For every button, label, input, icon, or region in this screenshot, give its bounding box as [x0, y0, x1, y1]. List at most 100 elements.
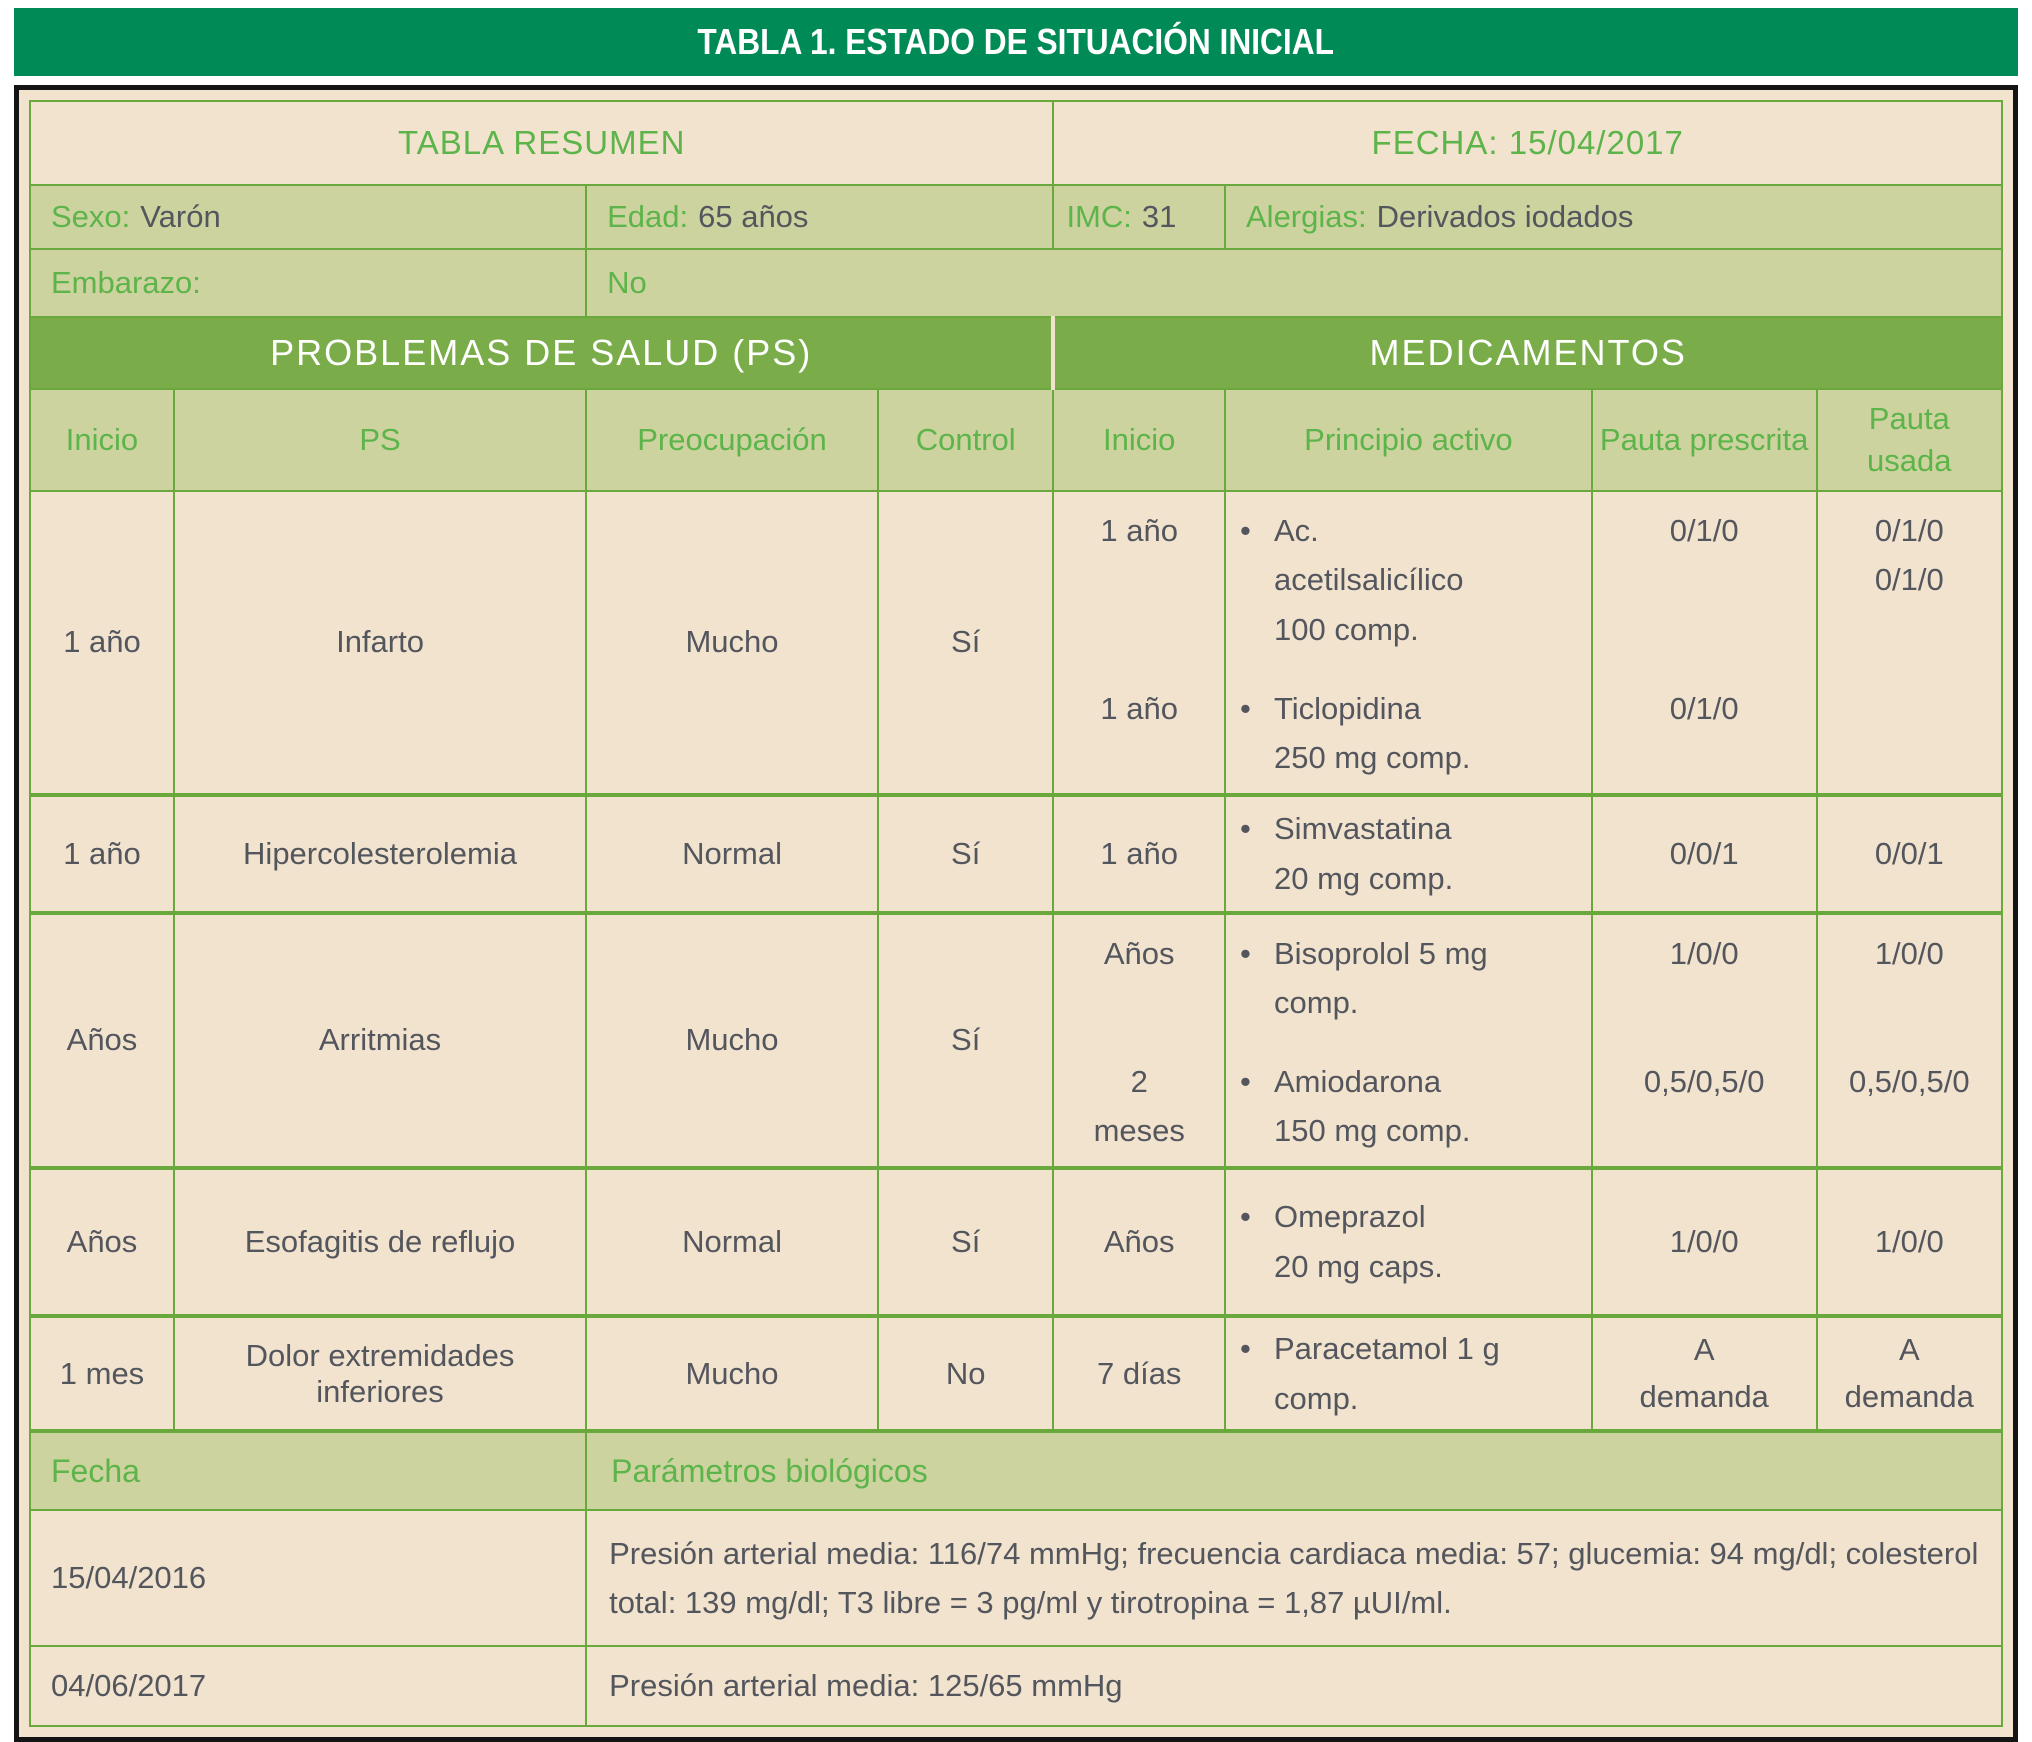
- med-inicio: 1 año: [1100, 690, 1178, 726]
- ps-inicio: 1 mes: [29, 1315, 175, 1434]
- ps-control: Sí: [876, 489, 1055, 797]
- fecha-header: FECHA: 15/04/2017: [1052, 100, 2003, 186]
- edad-label: Edad:: [607, 199, 689, 234]
- ps-name: Esofagitis de reflujo: [172, 1167, 588, 1319]
- pauta-usada-cell: 0/1/0 0/1/0: [1815, 489, 2004, 797]
- bio-row-2: 04/06/2017 Presión arterial media: 125/6…: [28, 1645, 2003, 1727]
- ps-name: Arritmias: [172, 911, 588, 1171]
- edad-cell: Edad: 65 años: [585, 184, 1055, 250]
- med-line-text: Simvastatina: [1274, 811, 1452, 847]
- pauta-usada-cell: A demanda: [1815, 1315, 2004, 1434]
- ps-name: Infarto: [172, 489, 588, 797]
- imc-cell: IMC: 31: [1052, 184, 1226, 250]
- med-name-cell: • Bisoprolol 5 mg comp. • Amiodarona 150 m…: [1224, 911, 1593, 1171]
- col-principio-activo: Principio activo: [1224, 388, 1593, 492]
- med-line: 150 mg comp.: [1274, 1113, 1471, 1149]
- resumen-header-row: TABLA RESUMEN FECHA: 15/04/2017: [28, 100, 2003, 186]
- alergias-label: Alergias:: [1246, 199, 1367, 234]
- pauta-prescrita-line: demanda: [1639, 1378, 1769, 1414]
- med-inicio: 1 año: [1100, 512, 1178, 548]
- section-header-row: PROBLEMAS DE SALUD (PS) MEDICAMENTOS: [28, 316, 2003, 390]
- pauta-prescrita: 0/1/0: [1669, 512, 1739, 548]
- col-pauta-prescrita: Pauta prescrita: [1590, 388, 1818, 492]
- med-line: comp.: [1274, 1380, 1359, 1416]
- ps-name: Hipercolesterolemia: [172, 793, 588, 915]
- pauta-prescrita-cell: 0/1/0 0/1/0: [1590, 489, 1818, 797]
- med-line: • Simvastatina: [1240, 804, 1583, 854]
- bullet-icon: •: [1240, 690, 1251, 726]
- med-line: comp.: [1274, 985, 1359, 1021]
- med-inicio-cell: 1 año: [1052, 793, 1226, 915]
- estado-situacion-table: TABLA RESUMEN FECHA: 15/04/2017 Sexo: Var…: [28, 100, 2004, 1727]
- med-line: 250 mg comp.: [1274, 740, 1471, 776]
- embarazo-value-cell: No: [585, 248, 2003, 318]
- table-frame: TABLA RESUMEN FECHA: 15/04/2017 Sexo: Var…: [14, 85, 2018, 1742]
- ps-preocupacion: Mucho: [585, 1315, 879, 1434]
- med-inicio-cell: Años: [1052, 1167, 1226, 1319]
- bullet-icon: •: [1240, 512, 1251, 548]
- bio-texto: Presión arterial media: 116/74 mmHg; fre…: [585, 1509, 2003, 1648]
- med-line-text: Bisoprolol 5 mg: [1274, 935, 1488, 971]
- med-inicio-cell: 1 año 1 año: [1052, 489, 1226, 797]
- med-inicio: Años: [1103, 935, 1175, 971]
- ps-inicio: Años: [29, 1167, 175, 1319]
- med-line: • Ac.: [1240, 506, 1583, 556]
- pauta-usada: 0/1/0 0/1/0: [1828, 506, 1991, 658]
- med-entry: • Ac. acetilsalicílico 100 comp.: [1240, 506, 1583, 658]
- med-entry: • Bisoprolol 5 mg comp.: [1240, 929, 1583, 1031]
- col-preocupacion: Preocupación: [585, 388, 879, 492]
- pauta-usada-cell: 1/0/0: [1815, 1167, 2004, 1319]
- med-name-cell: • Ac. acetilsalicílico 100 comp. • Ticlopi…: [1224, 489, 1593, 797]
- ps-row-infarto: 1 año Infarto Mucho Sí 1 año 1 año • Ac. …: [29, 489, 2004, 797]
- table-title-banner: TABLA 1. ESTADO DE SITUACIÓN INICIAL: [14, 8, 2018, 76]
- imc-label: IMC:: [1066, 199, 1132, 234]
- med-name-cell: • Paracetamol 1 g comp.: [1224, 1315, 1593, 1434]
- pauta-prescrita-line: A: [1693, 1332, 1715, 1368]
- edad-value: 65 años: [698, 199, 809, 234]
- embarazo-row: Embarazo: No: [28, 248, 2003, 318]
- bullet-icon: •: [1240, 1199, 1251, 1235]
- ps-inicio: 1 año: [29, 793, 175, 915]
- medicamentos-banner: MEDICAMENTOS: [1051, 316, 2003, 390]
- ps-control: Sí: [876, 1167, 1055, 1319]
- bio-header-row: Fecha Parámetros biológicos: [28, 1430, 2003, 1512]
- pauta-usada-cell: 0/0/1: [1815, 793, 2004, 915]
- med-line: • Bisoprolol 5 mg: [1240, 929, 1583, 979]
- bio-fecha: 04/06/2017: [28, 1645, 588, 1727]
- med-line: • Ticlopidina: [1240, 684, 1583, 734]
- ps-row-arritmias: Años Arritmias Mucho Sí Años 2 meses • Bi…: [29, 911, 2004, 1171]
- pauta-prescrita-cell: 1/0/0 0,5/0,5/0: [1590, 911, 1818, 1171]
- pauta-usada-line: A: [1898, 1332, 1920, 1368]
- pauta-usada-line: 0/1/0: [1874, 512, 1944, 548]
- ps-row-dolor-extremidades: 1 mes Dolor extremidades inferiores Much…: [29, 1315, 2004, 1434]
- ps-inicio: 1 año: [29, 489, 175, 797]
- med-line-text: Ticlopidina: [1274, 690, 1422, 726]
- med-inicio-line: meses: [1093, 1113, 1185, 1149]
- patient-summary-row: Sexo: Varón Edad: 65 años IMC: 31 Alergias:…: [28, 184, 2003, 250]
- alergias-value: Derivados iodados: [1376, 199, 1634, 234]
- ps-preocupacion: Normal: [585, 793, 879, 915]
- pauta-prescrita: 1/0/0: [1669, 935, 1739, 971]
- med-name-cell: • Omeprazol 20 mg caps.: [1224, 1167, 1593, 1319]
- pauta-usada: 1/0/0: [1874, 935, 1944, 971]
- pauta-prescrita: 0/1/0: [1669, 690, 1739, 726]
- imc-value: 31: [1141, 199, 1177, 234]
- problemas-salud-banner: PROBLEMAS DE SALUD (PS): [28, 316, 1055, 390]
- ps-preocupacion: Mucho: [585, 489, 879, 797]
- embarazo-label-cell: Embarazo:: [28, 248, 588, 318]
- col-inicio-ps: Inicio: [29, 388, 175, 492]
- med-line: • Omeprazol: [1240, 1192, 1583, 1242]
- bullet-icon: •: [1240, 1331, 1251, 1367]
- pauta-usada-cell: 1/0/0 0,5/0,5/0: [1815, 911, 2004, 1171]
- med-line: 20 mg caps.: [1274, 1249, 1443, 1285]
- med-inicio: 2 meses: [1064, 1057, 1214, 1156]
- pauta-prescrita-cell: 1/0/0: [1590, 1167, 1818, 1319]
- med-line-text: Ac.: [1274, 512, 1319, 548]
- tabla-resumen-header: TABLA RESUMEN: [28, 100, 1055, 186]
- bio-fecha: 15/04/2016: [28, 1509, 588, 1648]
- med-line: • Amiodarona: [1240, 1057, 1583, 1107]
- med-inicio-cell: 7 días: [1052, 1315, 1226, 1434]
- med-line: 20 mg comp.: [1274, 860, 1454, 896]
- med-line: acetilsalicílico: [1274, 562, 1464, 598]
- pauta-prescrita-cell: A demanda: [1590, 1315, 1818, 1434]
